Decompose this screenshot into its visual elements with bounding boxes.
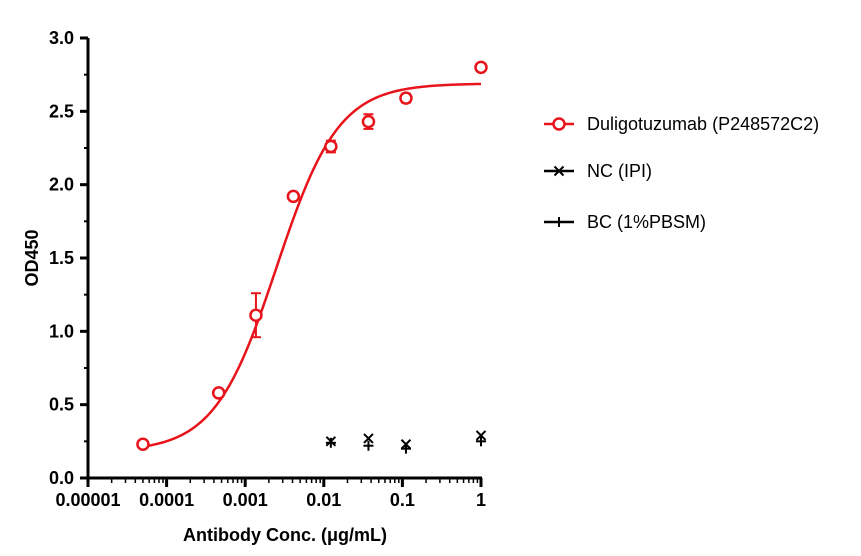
data-point: [474, 60, 488, 75]
data-point: [476, 436, 486, 447]
data-point: [136, 437, 150, 452]
data-point: [249, 308, 263, 322]
data-marks: [136, 60, 488, 454]
legend-marker: [553, 165, 565, 177]
y-tick-label: 0.0: [49, 468, 74, 488]
legend: Duligotuzumab (P248572C2) NC (IPI) BC (1…: [544, 114, 819, 232]
x-tick-label: 0.001: [223, 490, 268, 510]
legend-item-nc: NC (IPI): [544, 161, 652, 181]
legend-symbol-plus: [544, 217, 574, 227]
data-point: [363, 433, 374, 444]
legend-item-bc: BC (1%PBSM): [544, 212, 706, 232]
legend-label: Duligotuzumab (P248572C2): [587, 114, 819, 134]
axes: [86, 38, 482, 480]
x-tick-label: 1: [476, 490, 486, 510]
y-tick-label: 0.5: [49, 395, 74, 415]
y-tick-label: 3.0: [49, 28, 74, 48]
y-ticks: 0.0 0.5 1.0 1.5 2.0 2.5 3.0: [49, 28, 88, 488]
series-0-points: [136, 60, 488, 452]
data-point: [363, 440, 374, 451]
legend-marker: [554, 217, 564, 227]
y-tick-label: 1.5: [49, 248, 74, 268]
legend-symbol-x: [544, 165, 574, 177]
legend-marker: [552, 117, 566, 131]
x-tick-label: 0.00001: [55, 490, 120, 510]
data-point: [475, 430, 487, 441]
series-2-points: [325, 436, 486, 454]
x-tick-label: 0.0001: [139, 490, 194, 510]
y-tick-label: 1.0: [49, 321, 74, 341]
x-axis-title: Antibody Conc. (μg/mL): [183, 525, 387, 545]
legend-item-duligotuzumab: Duligotuzumab (P248572C2): [544, 114, 819, 134]
data-point: [325, 436, 337, 447]
y-axis-title: OD450: [22, 229, 42, 286]
y-tick-label: 2.0: [49, 175, 74, 195]
data-point: [399, 91, 413, 105]
fit-curve: [142, 82, 482, 448]
y-tick-label: 2.5: [49, 101, 74, 121]
data-point: [324, 139, 338, 154]
fit-curve-line: [142, 82, 482, 448]
x-ticks: 0.00001 0.0001 0.001 0.01 0.1 1: [55, 478, 486, 510]
x-tick-label: 0.1: [390, 490, 415, 510]
legend-label: NC (IPI): [587, 161, 652, 181]
series-1-points: [325, 430, 487, 450]
data-point: [400, 439, 412, 450]
data-point: [361, 114, 376, 129]
data-point: [325, 437, 336, 448]
data-point: [286, 189, 301, 204]
legend-symbol-open-circle: [544, 117, 574, 131]
x-tick-label: 0.01: [306, 490, 341, 510]
legend-label: BC (1%PBSM): [587, 212, 706, 232]
data-point: [211, 386, 226, 400]
